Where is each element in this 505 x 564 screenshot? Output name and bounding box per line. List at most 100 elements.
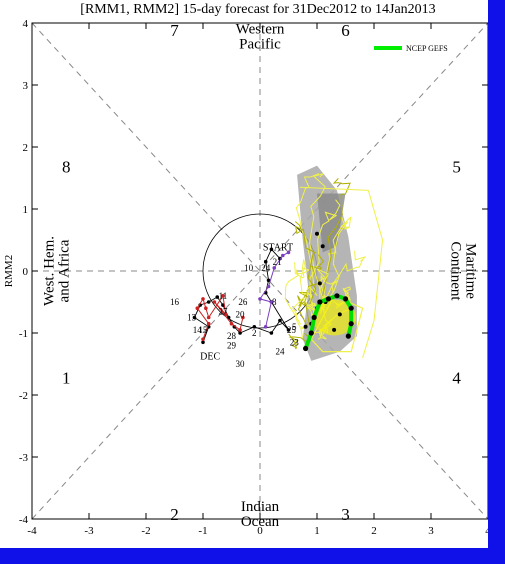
dec-point <box>238 328 242 332</box>
dec-point <box>201 297 205 301</box>
y-tick-label: -1 <box>19 328 28 340</box>
ensemble-point <box>337 312 342 317</box>
ensemble-member-track <box>297 291 309 326</box>
dec-point <box>221 294 225 298</box>
ensemble-mean-point <box>325 296 331 302</box>
observed-point <box>278 318 282 323</box>
ensemble-mean-point <box>345 333 351 339</box>
y-tick-label: -2 <box>19 390 28 402</box>
window-frame-bottom <box>0 548 505 564</box>
observed-point-jan <box>269 300 274 304</box>
observed-point <box>269 247 274 252</box>
day-label: 15 <box>199 325 209 335</box>
x-tick-label: 2 <box>371 525 377 537</box>
observed-point <box>238 331 242 335</box>
phase-number: 1 <box>62 368 71 387</box>
observed-point <box>286 328 291 332</box>
ensemble-member-track <box>284 268 305 325</box>
dec-point <box>224 312 228 317</box>
day-label: 30 <box>236 359 246 369</box>
phase-number: 5 <box>452 158 461 177</box>
observed-point-jan <box>286 250 291 255</box>
chart-title: [RMM1, RMM2] 15-day forecast for 31Dec20… <box>80 2 435 17</box>
observed-point <box>192 315 197 320</box>
day-label: 11 <box>219 291 228 301</box>
phase-number: 3 <box>341 505 350 524</box>
day-label: 28 <box>227 331 237 341</box>
ensemble-point <box>332 327 337 332</box>
start-label: START <box>263 243 293 254</box>
observed-point-jan <box>266 284 271 289</box>
day-label: 26 <box>238 297 248 307</box>
dec-point <box>195 306 200 311</box>
observed-point <box>266 278 271 283</box>
observed-point <box>206 300 211 304</box>
ensemble-member-track <box>305 286 318 324</box>
region-label: West. Hem. and Africa <box>42 236 73 306</box>
y-tick-label: 2 <box>23 142 29 154</box>
diagonal-line <box>31 22 489 520</box>
day-label: 8 <box>272 297 277 307</box>
x-tick-label: 3 <box>428 525 434 537</box>
y-tick-label: 1 <box>23 204 29 216</box>
x-tick-label: 0 <box>257 525 263 537</box>
ensemble-mean-point <box>334 293 340 299</box>
phase-number: 8 <box>62 158 71 177</box>
observed-point <box>263 259 268 264</box>
x-tick-label: -1 <box>198 525 207 537</box>
region-label-line2: and Africa <box>57 239 73 302</box>
ensemble-point <box>303 324 308 329</box>
y-tick-label: -3 <box>19 452 29 464</box>
x-tick-label: 1 <box>314 525 320 537</box>
ensemble-mean-line <box>303 293 354 350</box>
day-label: 13 <box>187 313 197 323</box>
y-tick-label: 0 <box>23 266 29 278</box>
day-label: 23 <box>290 337 300 347</box>
y-axis-label: RMM2 <box>3 255 15 287</box>
day-label: 16 <box>170 297 180 307</box>
dec-point <box>206 315 211 320</box>
observed-point <box>201 340 205 345</box>
ensemble-mean-point <box>348 305 354 311</box>
ensemble-mean-point <box>303 345 309 352</box>
ensemble-member-track <box>320 216 352 315</box>
observed-point-jan <box>263 325 268 329</box>
region-label-line2: Continent <box>447 241 463 301</box>
ensemble-mean-point <box>308 330 314 336</box>
dec-point <box>212 300 217 304</box>
dec-point <box>206 321 211 326</box>
observed-point-jan <box>258 297 262 301</box>
ensemble-member-track <box>320 217 350 312</box>
dec-point <box>204 306 208 311</box>
day-label: 29 <box>227 341 237 351</box>
dec-label: DEC <box>200 352 220 363</box>
phase-number: 6 <box>341 21 350 40</box>
ensemble-member-track <box>322 178 351 297</box>
phase-number: 4 <box>452 368 461 387</box>
observed-point-jan <box>281 253 285 258</box>
ensemble-member-track <box>309 173 326 296</box>
region-label-line1: West. Hem. <box>42 236 58 306</box>
legend-label: NCEP GEFS <box>406 44 448 53</box>
day-label: 25 <box>287 325 297 335</box>
observed-point <box>215 295 220 299</box>
day-label: 21 <box>273 257 282 267</box>
phase-number: 2 <box>170 505 179 524</box>
day-label: 14 <box>193 325 203 335</box>
ensemble-member-track <box>320 250 366 312</box>
ensemble-cluster <box>312 299 357 336</box>
region-label-line1: Western <box>236 21 285 37</box>
ensemble-point <box>320 244 325 249</box>
ensemble-member-track <box>294 221 317 305</box>
window-frame-right <box>488 0 505 548</box>
x-tick-label: -2 <box>141 525 150 537</box>
ensemble-member-track <box>309 199 341 299</box>
ensemble-point <box>315 231 319 236</box>
ensemble-point <box>317 281 322 286</box>
region-label-line2: Ocean <box>241 514 280 530</box>
day-label: 2 <box>252 328 257 338</box>
ensemble-member-track <box>295 173 320 294</box>
region-label-line1: Maritime <box>462 243 478 299</box>
